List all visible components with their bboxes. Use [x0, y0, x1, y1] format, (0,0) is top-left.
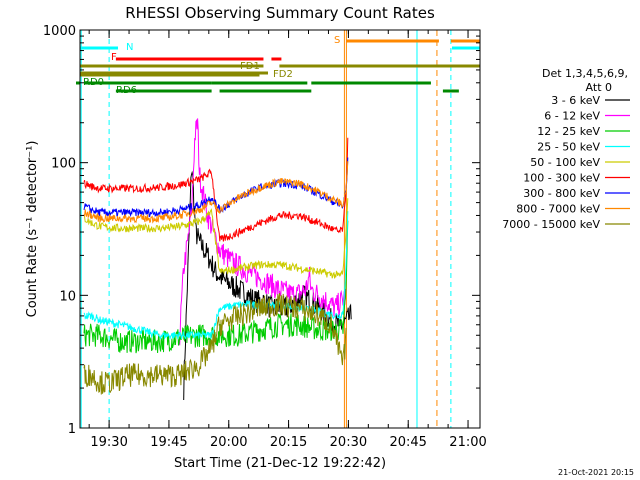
x-tick-label-0: 19:30: [90, 435, 127, 450]
legend-label-1: 6 - 12 keV: [544, 110, 600, 123]
x-axis-label: Start Time (21-Dec-12 19:22:42): [174, 456, 386, 471]
series-800-7000-kev: [83, 161, 349, 224]
legend-label-7: 800 - 7000 keV: [516, 203, 600, 216]
y-tick-label-3: 1000: [43, 24, 76, 39]
x-tick-label-2: 20:00: [210, 435, 247, 450]
flag-label-fd1: FD1: [240, 61, 260, 72]
legend-label-3: 25 - 50 keV: [537, 141, 600, 154]
generation-timestamp: 21-Oct-2021 20:15: [558, 468, 634, 477]
y-tick-label-1: 10: [59, 289, 76, 304]
series-6-12-kev: [179, 118, 347, 346]
x-tick-label-1: 19:45: [150, 435, 187, 450]
series-12-25-kev: [83, 220, 349, 354]
series-3-6-kev: [183, 170, 352, 401]
legend-label-2: 12 - 25 keV: [537, 125, 600, 138]
plot-area: N S F FD1 FD2 RD0 RD6: [76, 30, 480, 428]
flag-label-fd2: FD2: [273, 69, 293, 80]
series-50-100-kev: [83, 198, 349, 279]
flag-label-n: N: [126, 42, 133, 53]
legend-label-4: 50 - 100 keV: [530, 156, 600, 169]
plot-frame: [79, 29, 481, 429]
x-tick-label-4: 20:30: [330, 435, 367, 450]
legend-label-5: 100 - 300 keV: [523, 172, 600, 185]
flag-label-rd0: RD0: [83, 77, 104, 88]
y-tick-label-0: 1: [68, 422, 76, 437]
flag-label-s: S: [334, 35, 340, 46]
x-tick-label-5: 20:45: [389, 435, 426, 450]
legend-title-2: Att 0: [586, 81, 612, 94]
y-axis-label: Count Rate (s⁻¹ detector⁻¹): [25, 141, 40, 318]
x-tick-label-3: 20:15: [270, 435, 307, 450]
flag-label-f: F: [111, 52, 117, 63]
legend-label-8: 7000 - 15000 keV: [502, 218, 600, 231]
series-7000-15000-kev: [83, 293, 347, 395]
legend-label-0: 3 - 6 keV: [551, 94, 600, 107]
y-tick-label-2: 100: [51, 157, 76, 172]
legend: Det 1,3,4,5,6,9, Att 0 3 - 6 keV 6 - 12 k…: [502, 67, 630, 231]
axis-ticks: 1 10 100 1000 19:30 19:45 20:00 20:15 20:30 20:45…: [43, 24, 487, 450]
x-tick-label-6: 21:00: [449, 435, 486, 450]
flag-label-rd6: RD6: [116, 85, 137, 96]
chart-title: RHESSI Observing Summary Count Rates: [125, 4, 435, 22]
legend-label-6: 300 - 800 keV: [523, 187, 600, 200]
legend-title-1: Det 1,3,4,5,6,9,: [542, 67, 628, 80]
